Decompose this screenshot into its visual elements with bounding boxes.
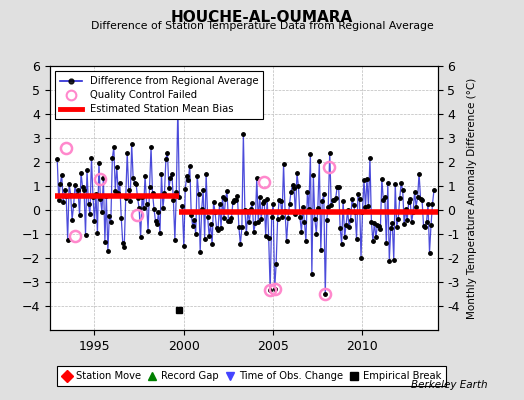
Y-axis label: Monthly Temperature Anomaly Difference (°C): Monthly Temperature Anomaly Difference (… — [466, 77, 477, 319]
Legend: Station Move, Record Gap, Time of Obs. Change, Empirical Break: Station Move, Record Gap, Time of Obs. C… — [57, 366, 446, 386]
Text: Berkeley Earth: Berkeley Earth — [411, 380, 487, 390]
Text: HOUCHE-AL-OUMARA: HOUCHE-AL-OUMARA — [171, 10, 353, 25]
Text: Difference of Station Temperature Data from Regional Average: Difference of Station Temperature Data f… — [91, 21, 433, 31]
Legend: Difference from Regional Average, Quality Control Failed, Estimated Station Mean: Difference from Regional Average, Qualit… — [55, 71, 264, 119]
